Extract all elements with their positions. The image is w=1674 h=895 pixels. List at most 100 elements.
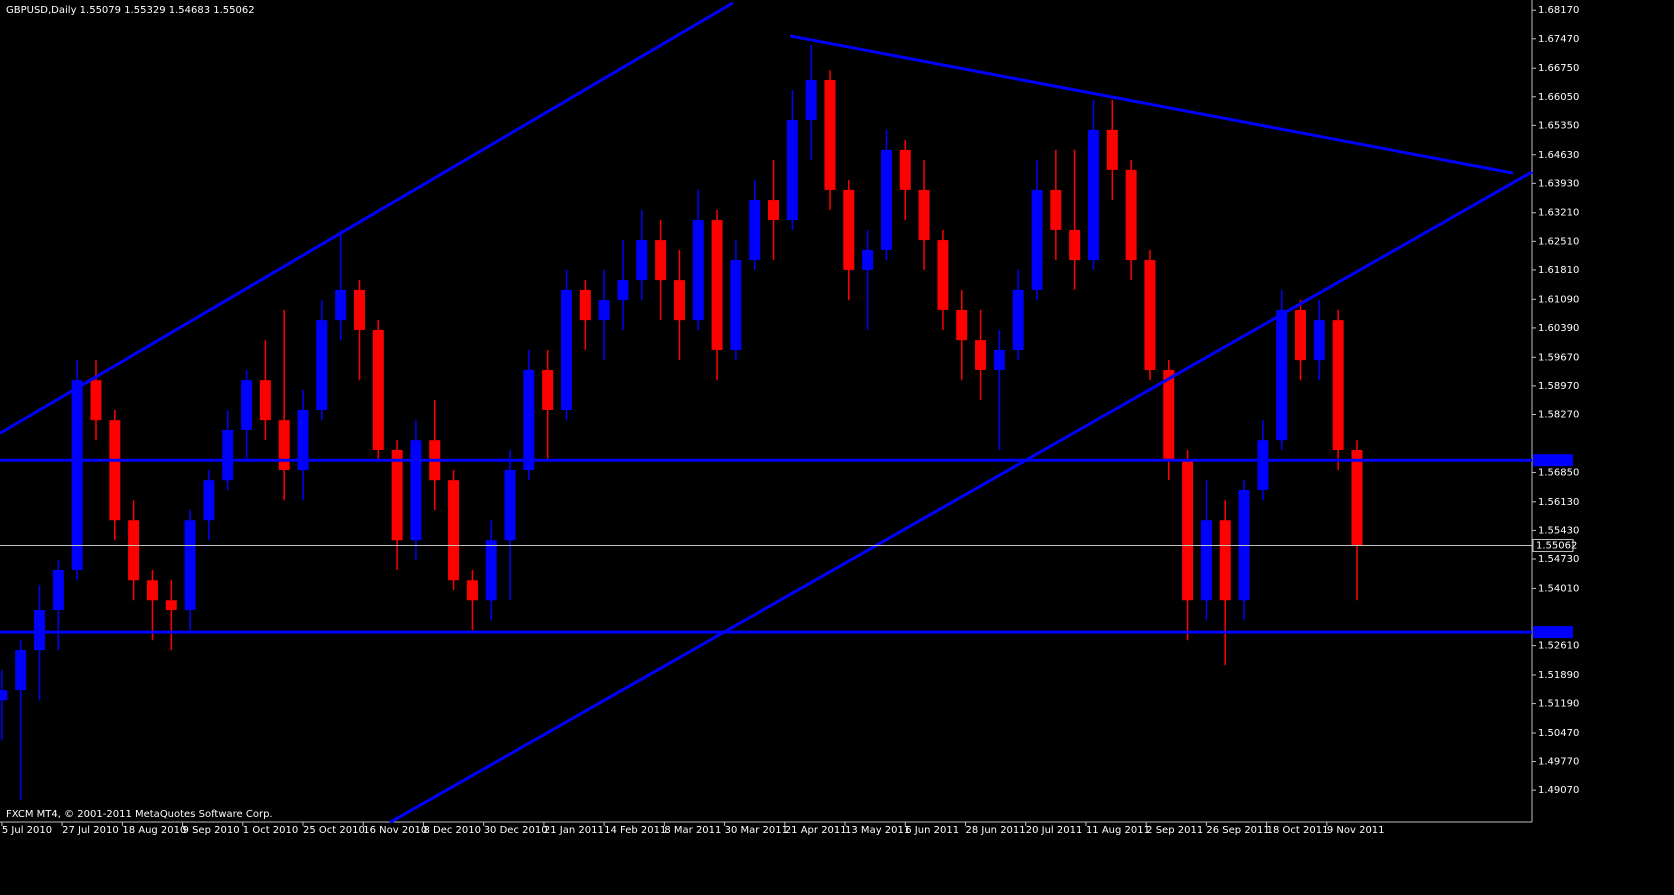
price-tag (1532, 538, 1574, 552)
y-tick-label: 1.62510 (1538, 236, 1579, 247)
y-tick-label: 1.58270 (1538, 409, 1579, 420)
candle-body (353, 289, 365, 330)
x-tick-label: 14 Feb 2011 (604, 825, 666, 836)
x-tick-label: 26 Sep 2011 (1206, 825, 1269, 836)
trendline (0, 1, 734, 435)
candle-body (542, 369, 554, 410)
candle-body (937, 240, 949, 310)
candle-body (561, 289, 573, 410)
candle-body (278, 420, 290, 471)
candle-body (372, 329, 384, 450)
x-tick-label: 21 Jan 2011 (544, 825, 604, 836)
x-tick-label: 9 Sep 2010 (183, 825, 240, 836)
candle-body (805, 80, 817, 121)
candle-body (786, 120, 798, 221)
y-tick-label: 1.63930 (1538, 178, 1579, 189)
y-tick-label: 1.67470 (1538, 34, 1579, 45)
footer: FXCM MT4, © 2001-2011 MetaQuotes Softwar… (6, 809, 273, 820)
candle-body (184, 520, 196, 611)
candle-body (15, 650, 27, 691)
candle-body (598, 300, 610, 321)
y-tick-label: 1.58970 (1538, 381, 1579, 392)
candle-body (1257, 440, 1269, 491)
y-tick-label: 1.60390 (1538, 323, 1579, 334)
y-tick-label: 1.51190 (1538, 699, 1579, 710)
x-tick-label: 6 Jun 2011 (905, 825, 959, 836)
candle-body (297, 409, 309, 471)
candle-body (768, 200, 780, 221)
candle-body (504, 470, 516, 541)
candle-body (165, 600, 177, 611)
x-tick-label: 8 Mar 2011 (664, 825, 721, 836)
horizontal-line-tag (1533, 626, 1573, 639)
candle-body (71, 380, 83, 571)
x-tick-label: 25 Oct 2010 (303, 825, 365, 836)
candle-body (824, 80, 836, 190)
x-tick-label: 21 Apr 2011 (785, 825, 847, 836)
y-tick-label: 1.61810 (1538, 265, 1579, 276)
x-tick-label: 5 Jul 2010 (2, 825, 52, 836)
y-tick-label: 1.68170 (1538, 5, 1579, 16)
candle-body (523, 369, 535, 471)
candle-body (1144, 260, 1156, 370)
y-tick-label: 1.54730 (1538, 554, 1579, 565)
candle-body (1182, 460, 1194, 601)
y-tick-label: 1.63210 (1538, 208, 1579, 219)
y-tick-label: 1.50470 (1538, 728, 1579, 739)
candle-body (749, 200, 761, 261)
candle-body (899, 149, 911, 190)
candle-body (1031, 189, 1043, 290)
candle-body (52, 570, 64, 611)
y-tick-label: 1.66050 (1538, 92, 1579, 103)
candle-body (1125, 169, 1137, 261)
x-tick-label: 13 May 2011 (845, 825, 910, 836)
candle-body (410, 440, 422, 541)
candle-body (956, 309, 968, 341)
y-tick-label: 1.55430 (1538, 525, 1579, 536)
candle-body (673, 280, 685, 321)
x-tick-label: 2 Sep 2011 (1146, 825, 1203, 836)
candle-body (241, 380, 253, 430)
candle-body (636, 240, 648, 281)
y-tick-label: 1.49070 (1538, 785, 1579, 796)
candle-body (1332, 320, 1344, 450)
candle-body (90, 380, 102, 421)
chart-title: GBPUSD,Daily 1.55079 1.55329 1.54683 1.5… (6, 5, 255, 16)
candle-body (1200, 520, 1212, 601)
candle-body (259, 380, 271, 421)
candle-body (1219, 520, 1231, 601)
candle-body (1106, 129, 1118, 170)
x-tick-label: 9 Nov 2011 (1327, 825, 1385, 836)
candle-body (335, 289, 347, 321)
candle-body (0, 690, 8, 701)
candle-body (655, 240, 667, 281)
candle-body (109, 420, 121, 521)
candle-body (918, 189, 930, 241)
x-tick-label: 11 Aug 2011 (1086, 825, 1150, 836)
candle-body (1069, 229, 1081, 261)
candle-body (711, 220, 723, 350)
candle-body (316, 320, 328, 410)
candle-body (1295, 309, 1307, 361)
candle-body (222, 429, 234, 481)
x-tick-label: 30 Dec 2010 (484, 825, 548, 836)
candle-body (1050, 189, 1062, 230)
candle-body (975, 340, 987, 370)
y-tick-label: 1.49770 (1538, 757, 1579, 768)
candle-body (730, 260, 742, 350)
y-tick-label: 1.56850 (1538, 467, 1579, 478)
y-tick-label: 1.65350 (1538, 120, 1579, 131)
y-tick-label: 1.64630 (1538, 150, 1579, 161)
trendline (789, 34, 1514, 175)
candle-body (466, 580, 478, 601)
x-tick-label: 30 Mar 2011 (725, 825, 788, 836)
candle-body (448, 480, 460, 581)
candle-body (391, 449, 403, 541)
candle-body (1276, 309, 1288, 441)
x-tick-label: 8 Dec 2010 (423, 825, 481, 836)
x-tick-label: 1 Oct 2010 (243, 825, 298, 836)
candle-body (1012, 289, 1024, 350)
candle-body (1163, 369, 1175, 461)
candle-body (843, 189, 855, 270)
candle-body (203, 480, 215, 521)
